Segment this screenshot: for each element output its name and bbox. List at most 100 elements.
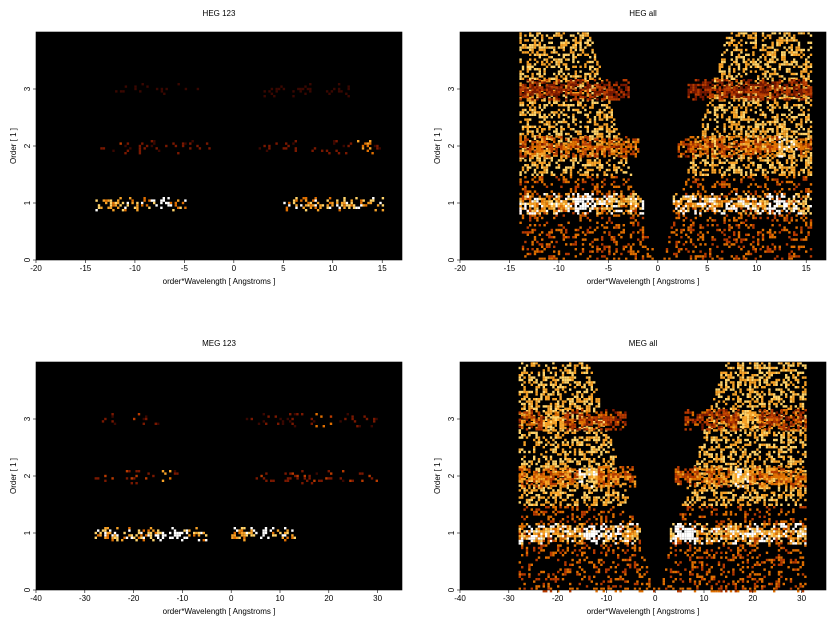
heat-pixel (527, 104, 529, 106)
heat-pixel (529, 91, 531, 93)
heat-pixel (582, 248, 584, 250)
heat-pixel (742, 141, 744, 143)
heat-pixel (305, 199, 307, 201)
heat-pixel (764, 195, 766, 197)
heat-pixel (606, 212, 608, 214)
heat-pixel (697, 205, 699, 207)
heat-pixel (522, 93, 524, 95)
heat-pixel (560, 34, 562, 36)
heat-pixel (723, 128, 725, 130)
heat-pixel (682, 146, 684, 148)
heat-pixel (740, 82, 742, 84)
heat-pixel (611, 86, 613, 88)
heat-pixel (546, 89, 548, 91)
heat-pixel (264, 90, 266, 92)
heat-pixel (579, 205, 581, 207)
heat-pixel (716, 126, 718, 128)
heat-pixel (575, 42, 577, 44)
heat-pixel (764, 183, 766, 185)
heat-pixel (606, 169, 608, 171)
heat-pixel (798, 148, 800, 150)
heat-pixel (160, 207, 162, 209)
heat-pixel (767, 159, 769, 161)
heat-pixel (764, 89, 766, 91)
heat-pixel (687, 148, 689, 150)
heat-pixel (589, 90, 591, 92)
heat-pixel (810, 148, 812, 150)
heat-pixel (346, 202, 348, 204)
heat-pixel (726, 86, 728, 88)
heat-pixel (551, 37, 553, 39)
heat-pixel (539, 93, 541, 95)
heat-pixel (522, 51, 524, 53)
heat-pixel (558, 200, 560, 202)
heat-pixel (769, 193, 771, 195)
heat-pixel (541, 39, 543, 41)
heat-pixel (755, 34, 757, 36)
heat-pixel (776, 152, 778, 154)
heat-pixel (781, 171, 783, 173)
heat-pixel (774, 32, 776, 34)
heat-pixel (762, 238, 764, 240)
heat-pixel (630, 195, 632, 197)
heat-pixel (723, 195, 725, 197)
heat-pixel (355, 197, 357, 199)
heat-pixel (805, 70, 807, 72)
heat-pixel (750, 37, 752, 39)
heat-pixel (539, 73, 541, 75)
heat-pixel (690, 258, 692, 260)
heat-pixel (529, 81, 531, 83)
heat-pixel (781, 188, 783, 190)
heat-pixel (589, 106, 591, 108)
heat-pixel (572, 61, 574, 63)
heat-pixel (570, 75, 572, 77)
heat-pixel (543, 49, 545, 51)
heat-pixel (726, 93, 728, 95)
heat-pixel (750, 104, 752, 106)
heat-pixel (714, 203, 716, 205)
heat-pixel (327, 207, 329, 209)
heat-pixel (577, 79, 579, 81)
heat-pixel (776, 162, 778, 164)
heat-pixel (731, 190, 733, 192)
heat-pixel (724, 79, 726, 81)
heat-pixel (795, 61, 797, 63)
heat-pixel (795, 164, 797, 166)
heat-pixel (742, 200, 744, 202)
heat-pixel (781, 75, 783, 77)
heat-pixel (759, 148, 761, 150)
heat-pixel (702, 258, 704, 260)
heat-pixel (733, 203, 735, 205)
heat-pixel (522, 166, 524, 168)
heat-pixel (743, 258, 745, 260)
heat-pixel (560, 205, 562, 207)
heat-pixel (771, 153, 773, 155)
heat-pixel (769, 94, 771, 96)
heat-pixel (570, 104, 572, 106)
heat-pixel (757, 89, 759, 91)
heat-pixel (601, 118, 603, 120)
heat-pixel (618, 214, 620, 216)
heat-pixel (577, 133, 579, 135)
heat-pixel (560, 153, 562, 155)
heat-pixel (329, 197, 331, 199)
heat-pixel (694, 141, 696, 143)
heat-pixel (702, 186, 704, 188)
heat-pixel (587, 229, 589, 231)
heat-pixel (675, 205, 677, 207)
heat-pixel (810, 63, 812, 65)
heat-pixel (531, 111, 533, 113)
heat-pixel (534, 153, 536, 155)
heat-pixel (731, 164, 733, 166)
heat-pixel (771, 42, 773, 44)
heat-pixel (805, 99, 807, 101)
heat-pixel (781, 181, 783, 183)
heat-pixel (546, 200, 548, 202)
heat-pixel (522, 248, 524, 250)
heat-pixel (529, 253, 531, 255)
heat-pixel (754, 143, 756, 145)
heat-pixel (326, 90, 328, 92)
heat-pixel (558, 224, 560, 226)
heat-pixel (632, 207, 634, 209)
heat-pixel (793, 118, 795, 120)
